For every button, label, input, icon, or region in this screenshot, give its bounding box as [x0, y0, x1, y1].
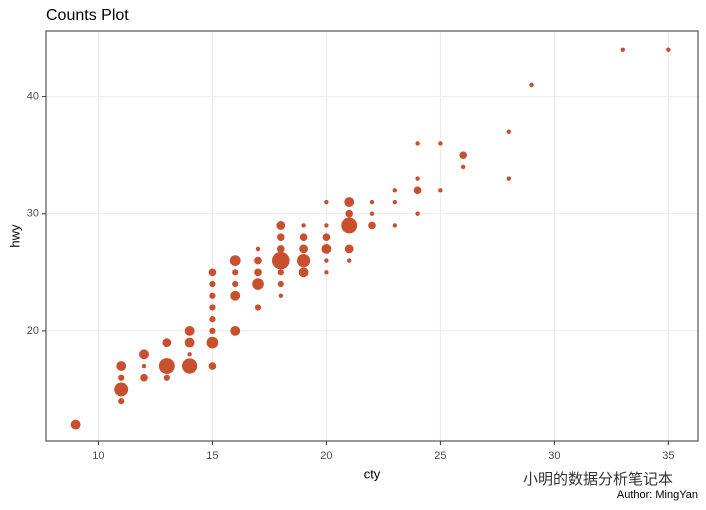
point	[392, 188, 397, 193]
point	[140, 373, 148, 382]
point	[438, 141, 443, 146]
point	[438, 188, 443, 193]
x-tick-label: 15	[206, 450, 218, 462]
x-tick-label: 35	[662, 450, 674, 462]
point	[324, 270, 329, 275]
point	[209, 304, 216, 311]
point	[182, 358, 198, 374]
point	[254, 268, 262, 277]
point	[139, 349, 149, 360]
point	[118, 398, 125, 405]
point	[184, 337, 195, 348]
point	[277, 280, 284, 288]
point	[232, 269, 239, 276]
y-tick-label: 30	[27, 208, 39, 220]
point	[277, 269, 284, 276]
point	[301, 223, 306, 228]
point	[208, 268, 217, 277]
panel-border	[45, 30, 699, 442]
point	[232, 280, 239, 288]
point	[118, 374, 125, 381]
point	[272, 251, 290, 270]
point	[278, 293, 284, 298]
point	[620, 47, 625, 52]
point	[252, 278, 264, 290]
point	[276, 221, 286, 230]
point	[230, 325, 241, 336]
point	[184, 325, 195, 336]
point	[345, 209, 354, 218]
point	[321, 243, 332, 254]
caption: Author: MingYan	[617, 489, 698, 501]
point	[415, 141, 420, 146]
x-tick-label: 10	[92, 450, 104, 462]
point	[415, 176, 420, 181]
point	[344, 244, 354, 254]
point	[506, 176, 511, 181]
point	[187, 352, 192, 357]
point	[277, 233, 285, 241]
point	[209, 292, 216, 299]
point	[415, 211, 420, 216]
point	[506, 129, 511, 134]
point	[255, 246, 261, 252]
point	[324, 258, 329, 263]
point	[392, 199, 397, 205]
point	[369, 199, 375, 205]
y-tick-label: 20	[27, 325, 39, 337]
x-tick-label: 25	[434, 450, 446, 462]
point	[70, 419, 81, 430]
point	[298, 267, 309, 278]
x-tick-label: 20	[320, 450, 332, 462]
chart-title: Counts Plot	[46, 7, 129, 24]
point	[158, 358, 175, 374]
point	[666, 47, 671, 52]
point	[344, 197, 355, 207]
point	[254, 256, 262, 265]
point	[230, 290, 241, 301]
point	[392, 223, 397, 228]
point	[369, 211, 375, 216]
point	[208, 362, 217, 370]
point	[322, 233, 331, 241]
point	[114, 382, 129, 397]
x-tick-label: 30	[548, 450, 560, 462]
point	[116, 361, 127, 371]
point	[324, 199, 329, 205]
point	[209, 327, 216, 334]
point	[299, 233, 308, 241]
point	[163, 374, 170, 381]
point	[347, 258, 352, 263]
point	[299, 244, 309, 254]
point	[368, 221, 376, 230]
y-tick-label: 40	[27, 91, 39, 103]
point	[254, 304, 262, 311]
point	[341, 217, 358, 234]
point	[141, 363, 147, 369]
point	[277, 245, 285, 253]
point	[229, 255, 241, 266]
point	[297, 254, 311, 268]
point	[209, 280, 216, 288]
watermark: 小明的数据分析笔记本	[523, 471, 673, 488]
point	[529, 82, 534, 88]
point	[206, 336, 219, 349]
point	[460, 164, 466, 170]
point	[459, 151, 467, 159]
point	[413, 186, 422, 195]
y-axis-label: hwy	[7, 224, 22, 248]
point	[209, 316, 216, 323]
point	[324, 223, 329, 228]
point	[162, 338, 172, 347]
x-axis-label: cty	[364, 466, 381, 481]
